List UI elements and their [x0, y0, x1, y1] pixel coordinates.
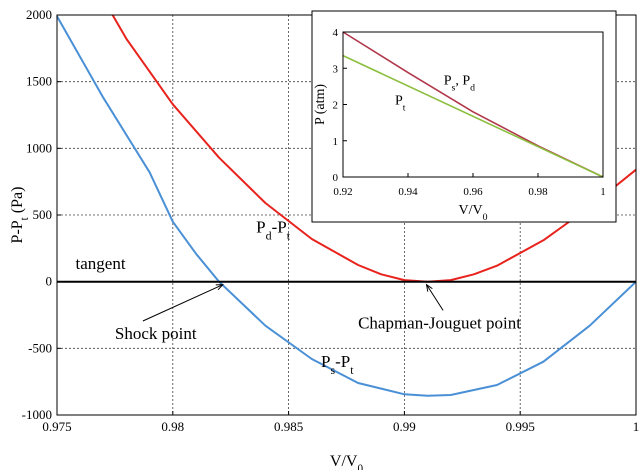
main-x-tick-label: 0.98	[161, 419, 184, 434]
main-y-tick-label: 1500	[26, 74, 52, 89]
main-series-ps-pt	[56, 15, 637, 397]
inset-x-tick-label: 0.98	[528, 186, 548, 198]
annotation-chapman-jouguet-point-arrow	[426, 284, 444, 311]
inset-y-tick-label: 1	[333, 136, 339, 148]
series-label-pd-pt: Pd-Pt	[256, 217, 291, 242]
main-y-tick-label: 500	[33, 207, 53, 222]
inset-x-tick-label: 1	[600, 186, 606, 198]
inset-y-tick-label: 2	[333, 100, 339, 112]
inset-y-tick-label: 4	[333, 27, 339, 39]
main-x-tick-label: 0.985	[274, 419, 303, 434]
main-y-axis-label: P-Pt (Pa)	[9, 187, 31, 244]
inset-y-tick-label: 0	[333, 172, 339, 184]
main-y-tick-label: -1000	[22, 407, 52, 422]
inset-series-label-pt: Pt	[395, 94, 406, 114]
main-y-tick-label: 1000	[26, 140, 52, 155]
inset-plot-area	[343, 32, 603, 177]
main-y-tick-label: 2000	[26, 7, 52, 22]
inset-series-label-ps-pd: Ps, Pd	[444, 74, 475, 94]
series-label-ps-pt: Ps-Pt	[321, 352, 354, 377]
main-series-pd-pt	[111, 14, 637, 283]
main-x-axis-label: V/V0	[330, 453, 364, 470]
main-x-tick-label: 0.99	[393, 419, 416, 434]
inset-x-tick-label: 0.92	[333, 186, 352, 198]
main-x-tick-label: 0.975	[42, 419, 71, 434]
inset-y-tick-label: 3	[333, 63, 339, 75]
annotation-shock-point: Shock point	[115, 324, 197, 343]
inset-x-tick-label: 0.94	[398, 186, 418, 198]
inset-plot: 0.92 0.94 0.96 0.98 1 0 1 2 3 4 V/V0 P (atm) Ps, Pd P…	[311, 10, 617, 223]
inset-series-pt	[342, 54, 604, 178]
annotation-shock-point-arrow	[142, 284, 223, 322]
inset-y-axis-label: P (atm)	[313, 84, 328, 125]
annotation-tangent: tangent	[76, 254, 126, 273]
main-y-tick-label: 0	[46, 274, 53, 289]
inset-x-tick-label: 0.96	[463, 186, 483, 198]
inset-x-axis-label: V/V0	[458, 203, 487, 223]
annotation-chapman-jouguet-point: Chapman-Jouguet point	[358, 313, 521, 332]
main-x-tick-label: 1	[633, 419, 640, 434]
annotation-shock-point-arrowhead	[215, 284, 224, 291]
main-x-tick-label: 0.995	[506, 419, 535, 434]
main-y-tick-label: -500	[28, 340, 52, 355]
annotation-chapman-jouguet-point-arrowhead	[425, 283, 433, 292]
